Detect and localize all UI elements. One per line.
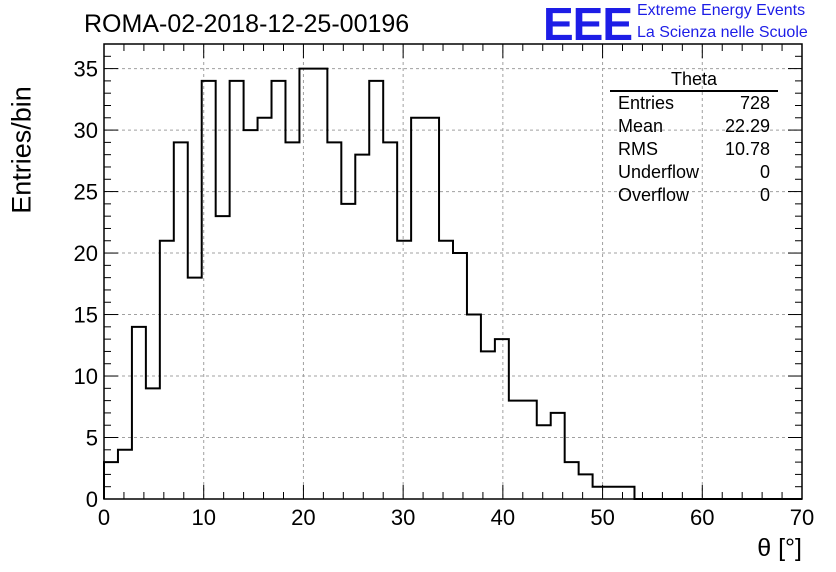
chart-title: ROMA-02-2018-12-25-00196 xyxy=(84,10,410,38)
stats-title: Theta xyxy=(610,70,778,92)
eee-logo: EEE xyxy=(543,0,633,50)
stats-row-rms: RMS 10.78 xyxy=(610,138,778,161)
stats-row-entries: Entries 728 xyxy=(610,92,778,115)
stats-row-mean: Mean 22.29 xyxy=(610,115,778,138)
x-tick-label: 40 xyxy=(491,505,515,530)
stats-label: Overflow xyxy=(618,185,690,205)
logo-text-line1: Extreme Energy Events xyxy=(637,2,806,19)
x-tick-label: 0 xyxy=(98,505,110,530)
y-tick-label: 20 xyxy=(74,241,98,266)
stats-row-overflow: Overflow 0 xyxy=(610,184,778,207)
grid-layer xyxy=(104,44,802,499)
x-tick-label: 10 xyxy=(191,505,215,530)
x-tick-label: 30 xyxy=(391,505,415,530)
histogram-line xyxy=(103,67,802,500)
stats-row-underflow: Underflow 0 xyxy=(610,161,778,184)
stats-label: RMS xyxy=(618,139,658,159)
stats-value: 22.29 xyxy=(724,116,770,136)
y-tick-label: 5 xyxy=(86,426,98,451)
stats-value: 0 xyxy=(759,162,770,182)
y-tick-label: 15 xyxy=(74,303,98,328)
x-tick-label: 60 xyxy=(690,505,714,530)
stats-value: 10.78 xyxy=(724,139,770,159)
y-tick-label: 0 xyxy=(86,487,98,512)
y-tick-label: 30 xyxy=(74,118,98,143)
stats-value: 0 xyxy=(759,185,770,205)
logo-text-line2: La Scienza nelle Scuole xyxy=(637,24,808,41)
stats-label: Mean xyxy=(618,116,664,136)
frame-layer: 0 10 20 30 40 50 60 70 0 5 10 15 20 25 30 35 xyxy=(74,43,814,530)
stats-label: Entries xyxy=(618,93,675,113)
y-tick-label: 25 xyxy=(74,180,98,205)
y-tick-label: 35 xyxy=(74,57,98,82)
stats-value: 728 xyxy=(739,93,770,113)
stats-box: Theta Entries 728 Mean 22.29 RMS 10.78 U… xyxy=(610,70,778,207)
x-tick-label: 70 xyxy=(790,505,814,530)
stats-label: Underflow xyxy=(618,162,700,182)
plot-frame xyxy=(103,43,803,500)
x-axis-label: θ [°] xyxy=(757,534,802,562)
x-tick-label: 50 xyxy=(590,505,614,530)
y-tick-label: 10 xyxy=(74,364,98,389)
x-tick-label: 20 xyxy=(291,505,315,530)
